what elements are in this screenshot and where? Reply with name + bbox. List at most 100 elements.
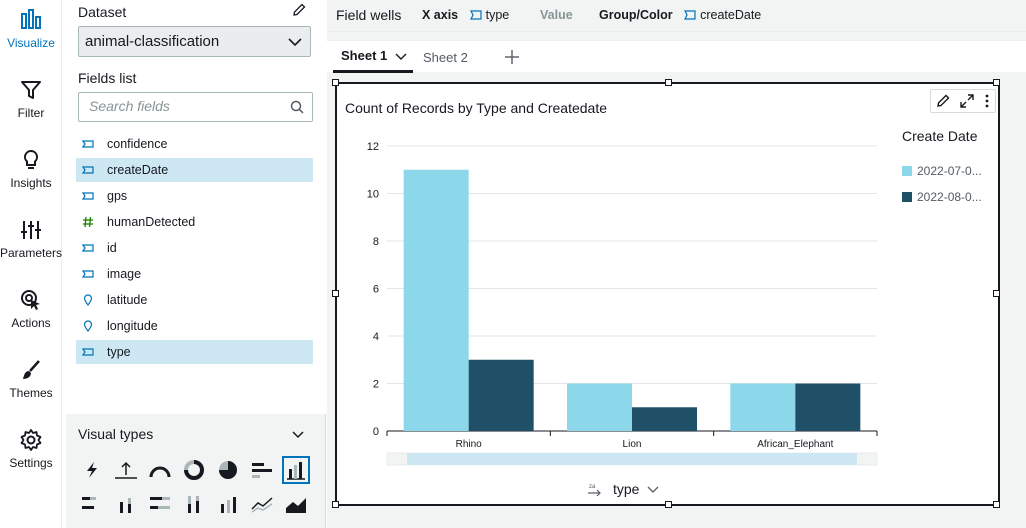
legend-title: Create Date <box>902 128 978 144</box>
autograph-icon[interactable] <box>78 456 106 484</box>
rail-label: Insights <box>10 176 52 190</box>
rail-visualize[interactable]: Visualize <box>0 0 62 64</box>
bar <box>632 407 697 431</box>
field-item-id[interactable]: id <box>76 236 313 260</box>
field-item-confidence[interactable]: confidence <box>76 132 313 156</box>
resize-handle[interactable] <box>332 501 339 508</box>
visual-title[interactable]: Count of Records by Type and Createdate <box>345 100 608 116</box>
sort-descending-icon[interactable]: za <box>587 482 601 496</box>
field-wells-title[interactable]: Field wells <box>336 7 402 23</box>
dimension-icon <box>469 10 482 20</box>
resize-handle[interactable] <box>993 501 1000 508</box>
field-name: image <box>107 267 142 281</box>
dataset-select[interactable]: animal-classification <box>78 26 311 57</box>
resize-handle[interactable] <box>332 290 339 297</box>
horizontal-bar-chart-icon[interactable] <box>248 456 276 484</box>
percent-hbar-icon[interactable] <box>146 490 174 518</box>
legend-item[interactable]: 2022-08-0... <box>902 190 982 204</box>
settings-icon <box>20 429 42 451</box>
kpi-icon[interactable] <box>112 456 140 484</box>
bar <box>468 359 534 431</box>
dimension-icon <box>82 270 94 278</box>
chevron-down-icon[interactable] <box>395 50 407 62</box>
svg-text:za: za <box>589 484 596 490</box>
dataset-value: animal-classification <box>85 33 220 50</box>
rail-parameters[interactable]: Parameters <box>0 210 62 274</box>
resize-handle[interactable] <box>665 79 672 86</box>
edit-dataset-icon[interactable] <box>292 3 306 17</box>
dimension-icon <box>82 192 94 200</box>
field-item-type[interactable]: type <box>76 340 313 364</box>
x-axis-title[interactable]: za type <box>587 481 659 497</box>
y-tick-label: 4 <box>373 331 379 343</box>
rail-label: Visualize <box>7 36 55 50</box>
field-name: latitude <box>107 293 148 307</box>
tab-label: Sheet 2 <box>423 49 468 65</box>
resize-handle[interactable] <box>332 79 339 86</box>
rail-filter[interactable]: Filter <box>0 70 62 134</box>
search-input[interactable] <box>89 93 279 119</box>
rail-themes[interactable]: Themes <box>0 350 62 414</box>
gauge-icon[interactable] <box>146 456 174 484</box>
bar <box>567 383 632 431</box>
y-tick-label: 8 <box>373 236 379 248</box>
y-tick-label: 10 <box>367 189 379 201</box>
fields-section: Dataset animal-classification Fields lis… <box>66 0 326 414</box>
field-name: confidence <box>107 137 168 151</box>
dataset-label: Dataset <box>78 4 127 20</box>
field-item-longitude[interactable]: longitude <box>76 314 313 338</box>
tab-sheet-1[interactable]: Sheet 1 <box>333 41 413 73</box>
area-chart-icon[interactable] <box>282 490 310 518</box>
line-chart-icon[interactable] <box>248 490 276 518</box>
group-color-well[interactable]: Group/Color createDate <box>599 8 761 22</box>
field-name: gps <box>107 189 128 203</box>
field-item-gps[interactable]: gps <box>76 184 313 208</box>
stacked-hbar-icon[interactable] <box>78 490 106 518</box>
field-item-image[interactable]: image <box>76 262 313 286</box>
dimension-icon <box>82 140 94 148</box>
insights-icon <box>23 149 39 169</box>
search-icon <box>290 100 304 114</box>
rail-label: Filter <box>17 106 45 120</box>
rail-settings[interactable]: Settings <box>0 420 62 484</box>
field-item-humandetected[interactable]: humanDetected <box>76 210 313 234</box>
data-panel: Dataset animal-classification Fields lis… <box>66 0 326 528</box>
group-color-label: Group/Color <box>599 8 673 22</box>
add-sheet-button[interactable] <box>505 41 523 73</box>
dimension-icon <box>82 166 94 174</box>
x-tick-label: Lion <box>623 439 642 450</box>
y-tick-label: 12 <box>367 141 379 153</box>
resize-handle[interactable] <box>993 79 1000 86</box>
legend-item[interactable]: 2022-07-0... <box>902 164 982 178</box>
scrollbar-thumb[interactable] <box>407 453 857 465</box>
field-wells-bar: Field wells X axis type Value Group/Colo… <box>327 0 1026 32</box>
combo-chart-icon[interactable] <box>214 490 242 518</box>
more-options-icon[interactable] <box>984 94 990 108</box>
field-item-createdate[interactable]: createDate <box>76 158 313 182</box>
group-color-value: createDate <box>700 8 762 22</box>
clustered-bar-chart-icon[interactable] <box>282 456 310 484</box>
percent-vbar-icon[interactable] <box>180 490 208 518</box>
chevron-down-icon[interactable] <box>647 483 659 495</box>
rail-insights[interactable]: Insights <box>0 140 62 204</box>
xaxis-value: type <box>485 8 510 22</box>
donut-chart-icon[interactable] <box>180 456 208 484</box>
xaxis-well[interactable]: X axis type <box>422 8 509 22</box>
value-well[interactable]: Value <box>540 8 573 22</box>
x-axis-field: type <box>613 481 640 497</box>
visual-types-label: Visual types <box>78 426 154 442</box>
expand-icon[interactable] <box>960 94 974 108</box>
field-name: type <box>107 345 131 359</box>
pie-chart-icon[interactable] <box>214 456 242 484</box>
field-name: humanDetected <box>107 215 196 229</box>
resize-handle[interactable] <box>993 290 1000 297</box>
tab-sheet-2[interactable]: Sheet 2 <box>417 41 497 73</box>
field-item-latitude[interactable]: latitude <box>76 288 313 312</box>
bar <box>403 169 469 431</box>
rail-actions[interactable]: Actions <box>0 280 62 344</box>
resize-handle[interactable] <box>665 501 672 508</box>
visual-card[interactable]: Count of Records by Type and Createdate … <box>332 79 1000 508</box>
edit-pencil-icon[interactable] <box>936 94 950 108</box>
stacked-vbar-icon[interactable] <box>112 490 140 518</box>
chevron-down-icon[interactable] <box>292 428 304 440</box>
